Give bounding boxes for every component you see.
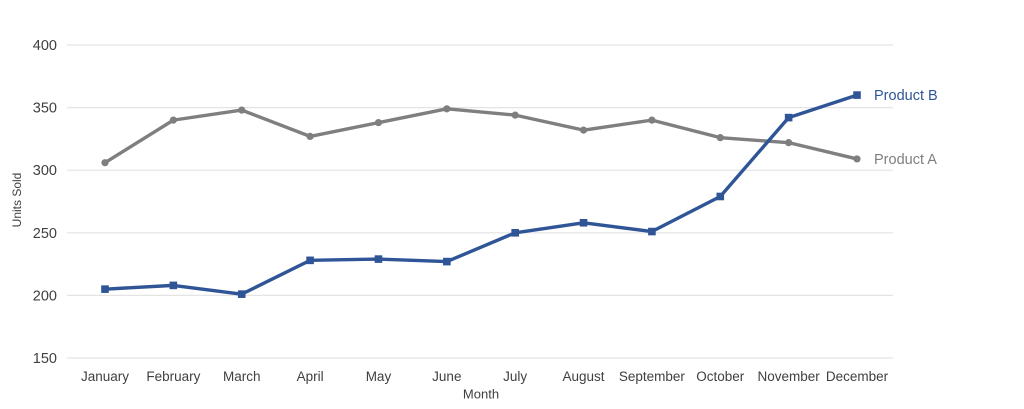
series-line-product-a	[103, 107, 859, 165]
y-tick-label: 200	[33, 288, 57, 304]
data-point-marker	[237, 290, 246, 298]
data-point-marker	[238, 106, 246, 114]
y-tick-label: 300	[33, 163, 57, 179]
data-point-marker	[853, 155, 861, 163]
data-point-marker	[306, 132, 314, 140]
data-point-marker	[716, 192, 725, 201]
series-label-product-b: Product B	[874, 88, 938, 105]
x-tick-label: September	[619, 369, 686, 384]
x-tick-label: November	[757, 369, 820, 384]
x-tick-label: December	[826, 369, 889, 384]
data-point-marker	[784, 113, 793, 122]
y-tick-label: 250	[33, 226, 57, 242]
data-point-marker	[579, 218, 588, 227]
data-point-marker	[511, 111, 519, 119]
data-point-marker	[716, 134, 724, 142]
data-point-marker	[169, 116, 177, 124]
series-label-product-a: Product A	[874, 151, 937, 168]
x-tick-label: March	[223, 369, 261, 384]
data-point-marker	[648, 227, 656, 236]
y-tick-label: 400	[33, 38, 57, 54]
x-tick-label: April	[297, 369, 324, 384]
y-tick-label: 150	[33, 351, 57, 367]
data-point-marker	[785, 139, 793, 147]
data-point-marker	[443, 105, 451, 113]
data-point-marker	[101, 285, 109, 293]
x-tick-label: October	[696, 369, 745, 384]
data-point-marker	[374, 119, 383, 127]
data-point-marker	[169, 281, 178, 290]
x-tick-label: February	[146, 369, 200, 384]
series-line-product-b	[103, 93, 859, 296]
x-tick-label: July	[503, 369, 527, 384]
x-tick-label: January	[81, 369, 129, 384]
y-axis-title: Units Sold	[10, 172, 24, 228]
data-point-marker	[443, 257, 451, 266]
data-point-marker	[511, 229, 519, 237]
x-tick-label: August	[563, 369, 605, 384]
data-point-marker	[306, 256, 314, 265]
y-tick-label: 350	[33, 101, 57, 117]
x-tick-label: June	[432, 369, 461, 384]
data-point-marker	[579, 126, 588, 134]
x-axis-title: Month	[462, 386, 500, 402]
data-point-marker	[374, 255, 383, 263]
data-point-marker	[648, 116, 656, 124]
data-point-marker	[101, 159, 109, 167]
x-tick-label: May	[366, 369, 392, 384]
data-point-marker	[853, 91, 861, 99]
